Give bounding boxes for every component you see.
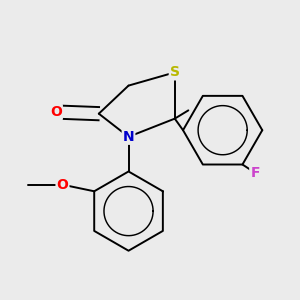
- Text: O: O: [50, 105, 62, 119]
- Text: F: F: [250, 166, 260, 180]
- Text: O: O: [56, 178, 68, 192]
- Text: S: S: [170, 65, 180, 80]
- Text: N: N: [123, 130, 134, 144]
